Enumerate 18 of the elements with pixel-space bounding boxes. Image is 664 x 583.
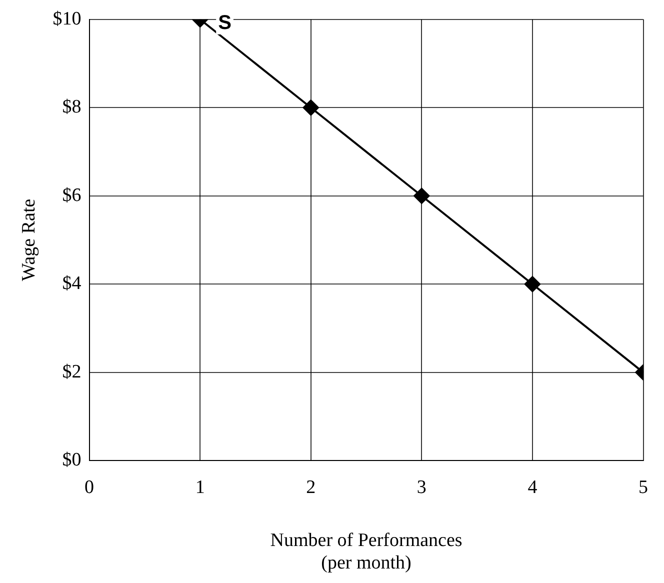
point — [524, 276, 540, 292]
x-tick-label: 1 — [195, 476, 205, 498]
x-tick-label: 0 — [84, 476, 94, 498]
y-axis-title: Wage Rate — [18, 198, 40, 282]
y-tick-label: $4 — [62, 273, 82, 294]
y-tick-label: $2 — [62, 361, 82, 382]
annotation: S — [218, 12, 232, 34]
y-tick-label: $6 — [62, 184, 82, 206]
point — [414, 188, 430, 204]
point — [302, 100, 319, 116]
y-tick-label: $8 — [62, 96, 82, 118]
y-tick-label: $0 — [62, 450, 82, 471]
y-tick-label: $10 — [52, 8, 82, 30]
x-axis-title: Number of Performances (per month) — [270, 530, 462, 574]
x-tick-label: 3 — [416, 476, 426, 498]
x-tick-label: 4 — [528, 476, 538, 498]
x-tick-label: 2 — [306, 476, 316, 498]
x-tick-label: 5 — [638, 476, 648, 498]
